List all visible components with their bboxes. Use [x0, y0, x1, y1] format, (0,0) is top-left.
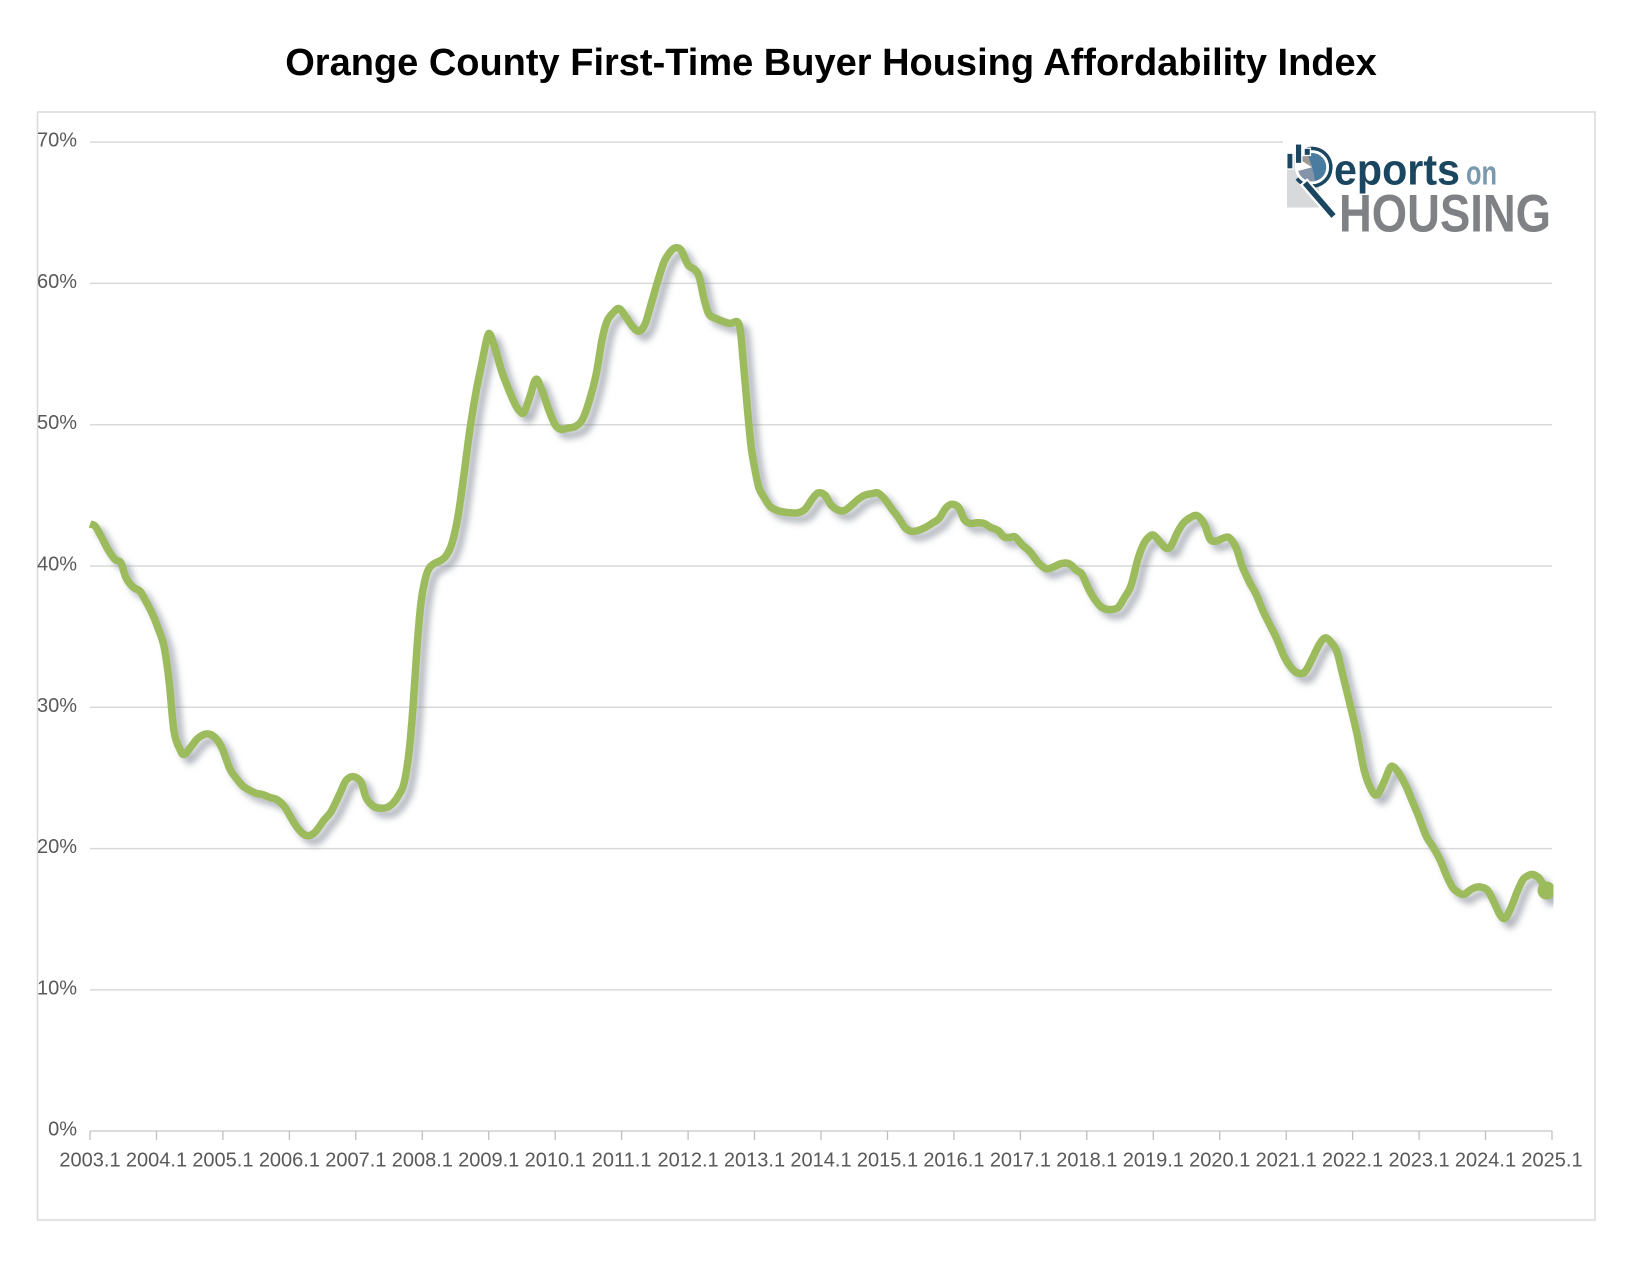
svg-text:2022.1: 2022.1 [1322, 1150, 1383, 1172]
svg-text:2017.1: 2017.1 [990, 1150, 1051, 1172]
svg-text:2005.1: 2005.1 [192, 1150, 253, 1172]
svg-text:2020.1: 2020.1 [1189, 1150, 1250, 1172]
svg-text:Orange County First-Time Buyer: Orange County First-Time Buyer Housing A… [285, 42, 1377, 84]
svg-text:70%: 70% [37, 130, 77, 152]
svg-text:10%: 10% [37, 977, 77, 999]
svg-text:2023.1: 2023.1 [1389, 1150, 1450, 1172]
svg-text:2011.1: 2011.1 [592, 1150, 652, 1172]
svg-text:50%: 50% [37, 412, 77, 434]
svg-text:2024.1: 2024.1 [1455, 1150, 1516, 1172]
svg-text:20%: 20% [37, 836, 77, 858]
svg-text:2013.1: 2013.1 [724, 1150, 785, 1172]
svg-text:2015.1: 2015.1 [857, 1150, 918, 1172]
svg-text:2004.1: 2004.1 [126, 1150, 187, 1172]
svg-text:2012.1: 2012.1 [658, 1150, 719, 1172]
svg-text:2014.1: 2014.1 [790, 1150, 851, 1172]
svg-text:60%: 60% [37, 271, 77, 293]
svg-text:2018.1: 2018.1 [1056, 1150, 1117, 1172]
svg-text:2010.1: 2010.1 [525, 1150, 586, 1172]
svg-text:30%: 30% [37, 695, 77, 717]
svg-text:2003.1: 2003.1 [59, 1150, 120, 1172]
svg-text:2025.1: 2025.1 [1521, 1150, 1582, 1172]
svg-text:2008.1: 2008.1 [392, 1150, 453, 1172]
svg-text:2016.1: 2016.1 [923, 1150, 984, 1172]
svg-text:0%: 0% [48, 1119, 77, 1141]
svg-text:2009.1: 2009.1 [458, 1150, 519, 1172]
svg-text:40%: 40% [37, 554, 77, 576]
svg-text:2006.1: 2006.1 [259, 1150, 320, 1172]
svg-text:on: on [1466, 155, 1497, 193]
svg-text:eports: eports [1334, 146, 1460, 195]
svg-text:HOUSING: HOUSING [1339, 185, 1551, 244]
svg-text:2019.1: 2019.1 [1123, 1150, 1184, 1172]
svg-text:2007.1: 2007.1 [325, 1150, 386, 1172]
svg-text:2021.1: 2021.1 [1256, 1150, 1317, 1172]
